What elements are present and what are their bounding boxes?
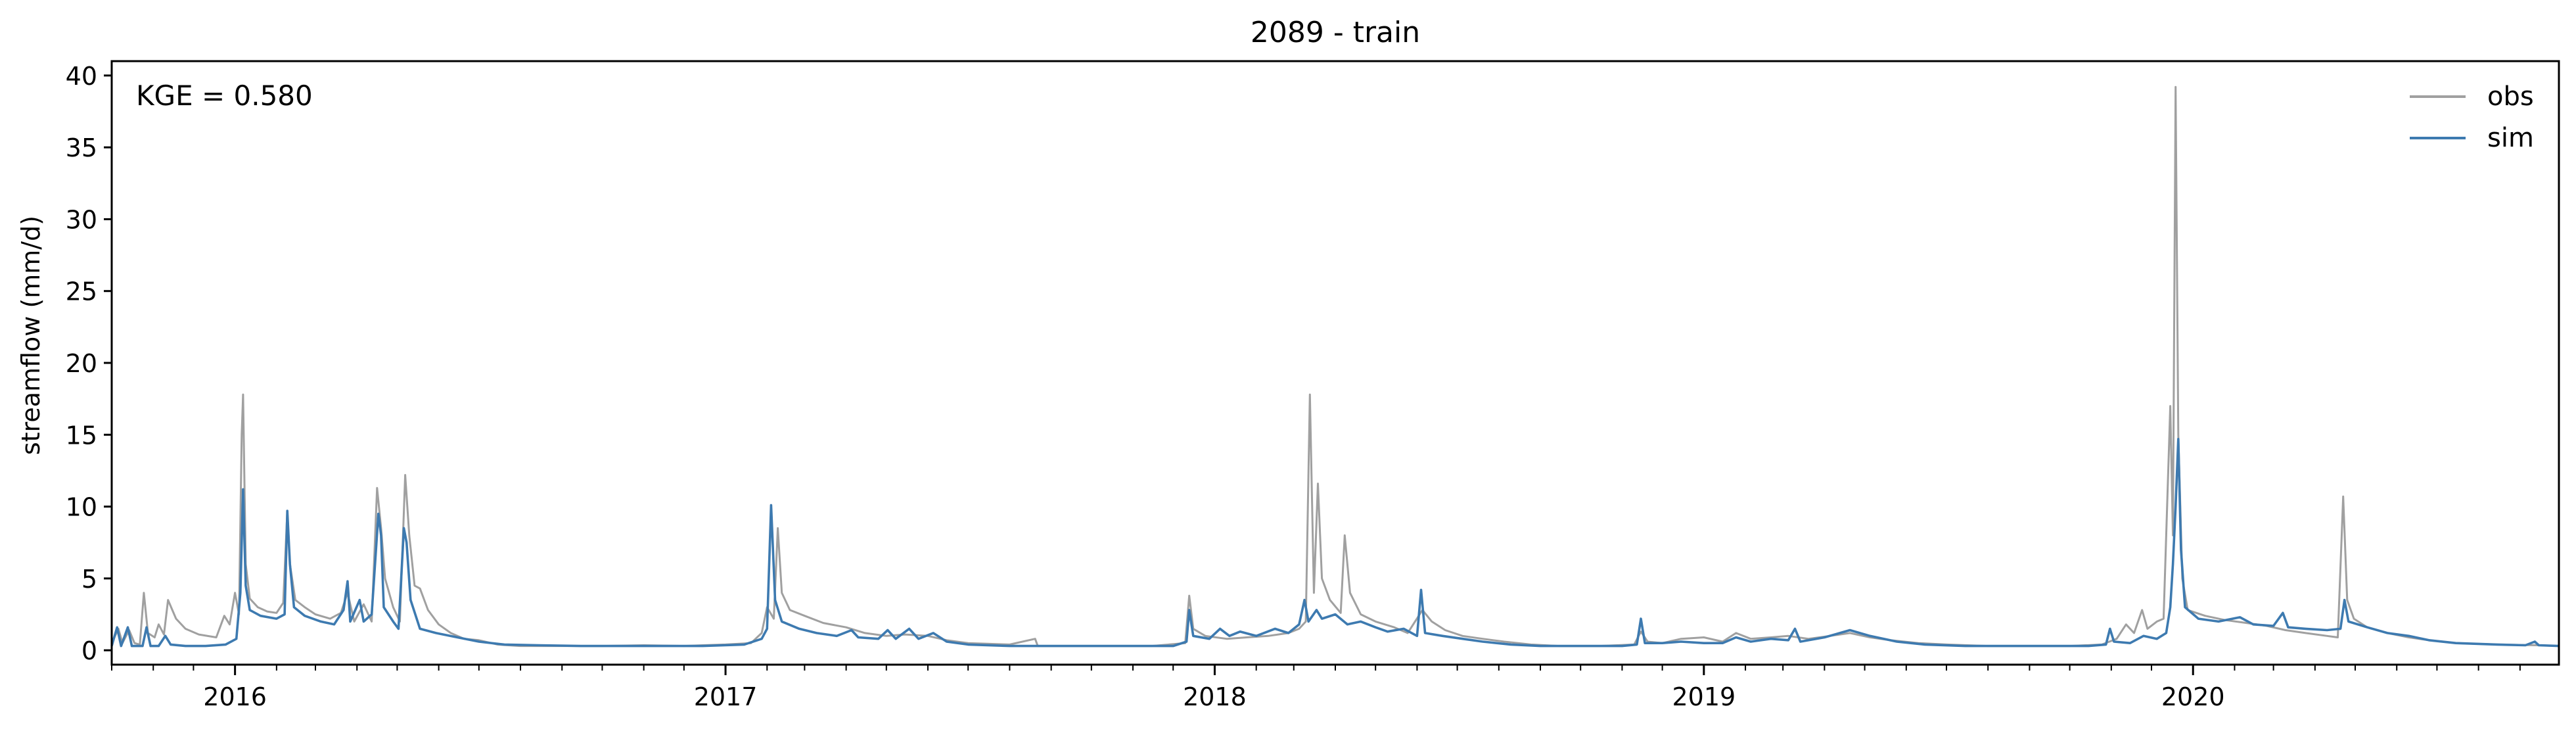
y-tick-label-40: 40 — [66, 62, 97, 91]
y-tick-label-25: 25 — [66, 277, 97, 306]
y-tick-label-15: 15 — [66, 421, 97, 450]
x-axis: 2016 2017 2018 2019 2020 — [111, 665, 2521, 711]
legend-label-obs: obs — [2487, 82, 2534, 112]
y-axis-label: streamflow (mm/d) — [16, 216, 45, 455]
x-tick-label-2018: 2018 — [1183, 682, 1247, 711]
y-tick-label-5: 5 — [81, 565, 97, 594]
y-tick-label-20: 20 — [66, 349, 97, 378]
kge-annotation: KGE = 0.580 — [136, 80, 313, 112]
legend-label-sim: sim — [2487, 123, 2534, 153]
y-tick-label-35: 35 — [66, 133, 97, 162]
x-tick-label-2020: 2020 — [2161, 682, 2225, 711]
series-layer — [110, 85, 2560, 648]
x-tick-label-2017: 2017 — [694, 682, 758, 711]
y-tick-label-0: 0 — [81, 636, 97, 665]
series-line-sim — [110, 438, 2560, 648]
y-axis: 0 5 10 15 20 25 30 35 40 — [66, 62, 112, 665]
x-tick-label-2019: 2019 — [1672, 682, 1736, 711]
y-tick-label-10: 10 — [66, 493, 97, 522]
plot-frame — [110, 60, 2560, 666]
x-tick-label-2016: 2016 — [203, 682, 267, 711]
chart-title: 2089 - train — [1251, 16, 1420, 49]
legend: obs sim — [2410, 82, 2534, 153]
y-tick-label-30: 30 — [66, 205, 97, 234]
